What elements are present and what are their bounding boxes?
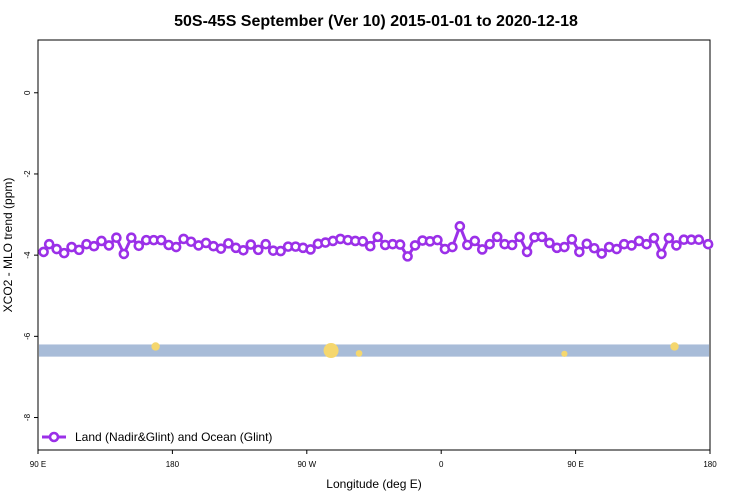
legend-label: Land (Nadir&Glint) and Ocean (Glint) [75, 430, 272, 444]
data-point-24 [215, 243, 227, 254]
x-tick-label-0: 90 E [30, 460, 46, 469]
data-point-48 [394, 239, 406, 250]
data-point-61 [491, 231, 503, 243]
coverage-highlight-1 [323, 343, 339, 359]
data-point-56 [454, 221, 466, 232]
data-point-12 [126, 232, 137, 243]
y-axis-label: XCO2 - MLO trend (ppm) [1, 178, 15, 313]
data-point-49 [402, 251, 413, 262]
data-point-58 [469, 235, 481, 247]
data-point-79 [626, 240, 637, 251]
data-point-70 [559, 241, 570, 253]
data-point-57 [462, 239, 473, 251]
data-point-45 [372, 231, 384, 243]
data-series [38, 221, 714, 262]
y-tick-label-3: -6 [23, 332, 32, 340]
y-tick-label-2: -4 [23, 251, 32, 259]
data-point-0 [38, 246, 49, 258]
data-point-75 [596, 248, 608, 259]
data-point-29 [252, 244, 264, 256]
x-tick-label-5: 180 [703, 460, 717, 469]
data-point-53 [432, 234, 443, 246]
x-tick-label-2: 90 W [297, 460, 316, 469]
data-point-73 [581, 238, 593, 250]
data-point-89 [702, 238, 714, 250]
data-point-10 [111, 232, 122, 243]
data-point-83 [656, 248, 667, 260]
coverage-highlight-0 [151, 342, 160, 351]
x-tick-label-4: 90 E [567, 460, 583, 469]
data-point-9 [103, 240, 115, 251]
data-point-30 [260, 238, 272, 250]
data-point-77 [611, 243, 622, 255]
data-point-64 [514, 231, 525, 243]
x-tick-label-1: 180 [166, 460, 180, 469]
data-point-25 [223, 238, 234, 249]
y-tick-label-4: -8 [23, 413, 32, 421]
data-point-43 [357, 236, 369, 247]
data-point-11 [118, 248, 130, 260]
data-point-71 [566, 234, 578, 245]
legend-marker [48, 431, 60, 443]
data-point-32 [275, 245, 286, 257]
coverage-highlight-2 [355, 350, 363, 357]
data-point-85 [671, 240, 682, 251]
data-point-74 [588, 242, 600, 254]
data-point-1 [43, 238, 55, 250]
data-point-63 [506, 239, 518, 251]
chart-title: 50S-45S September (Ver 10) 2015-01-01 to… [174, 13, 578, 30]
legend: Land (Nadir&Glint) and Ocean (Glint) [42, 430, 272, 444]
data-point-84 [663, 232, 675, 244]
data-point-44 [364, 240, 376, 252]
data-point-3 [58, 247, 70, 259]
coverage-highlight-4 [670, 342, 679, 351]
data-point-28 [245, 239, 257, 250]
data-point-55 [447, 241, 458, 253]
y-axis: 0 -2 -4 -6 -8 [23, 90, 38, 421]
data-point-88 [693, 234, 705, 246]
coverage-band-fill [39, 344, 709, 357]
x-tick-label-3: 0 [439, 460, 444, 469]
data-point-72 [574, 246, 585, 258]
data-point-8 [96, 235, 107, 247]
data-point-60 [484, 238, 496, 250]
data-point-67 [536, 231, 548, 243]
data-point-65 [521, 246, 533, 258]
data-point-50 [409, 240, 421, 251]
x-axis: 90 E 180 90 W 0 90 E 180 [30, 450, 717, 469]
data-point-81 [641, 238, 652, 250]
data-point-13 [133, 240, 145, 252]
data-point-59 [476, 244, 488, 255]
data-point-68 [544, 237, 555, 249]
data-point-82 [648, 232, 660, 244]
data-point-18 [170, 241, 182, 253]
data-point-5 [73, 244, 85, 256]
data-point-2 [51, 243, 62, 255]
y-tick-label-1: -2 [23, 170, 32, 178]
x-axis-label: Longitude (deg E) [326, 477, 421, 491]
coverage-highlight-3 [561, 350, 568, 357]
coverage-band [39, 342, 709, 359]
data-point-27 [238, 244, 249, 256]
data-point-16 [155, 234, 167, 246]
data-point-7 [88, 240, 100, 252]
data-point-36 [305, 244, 316, 255]
y-tick-label-0: 0 [23, 90, 32, 95]
